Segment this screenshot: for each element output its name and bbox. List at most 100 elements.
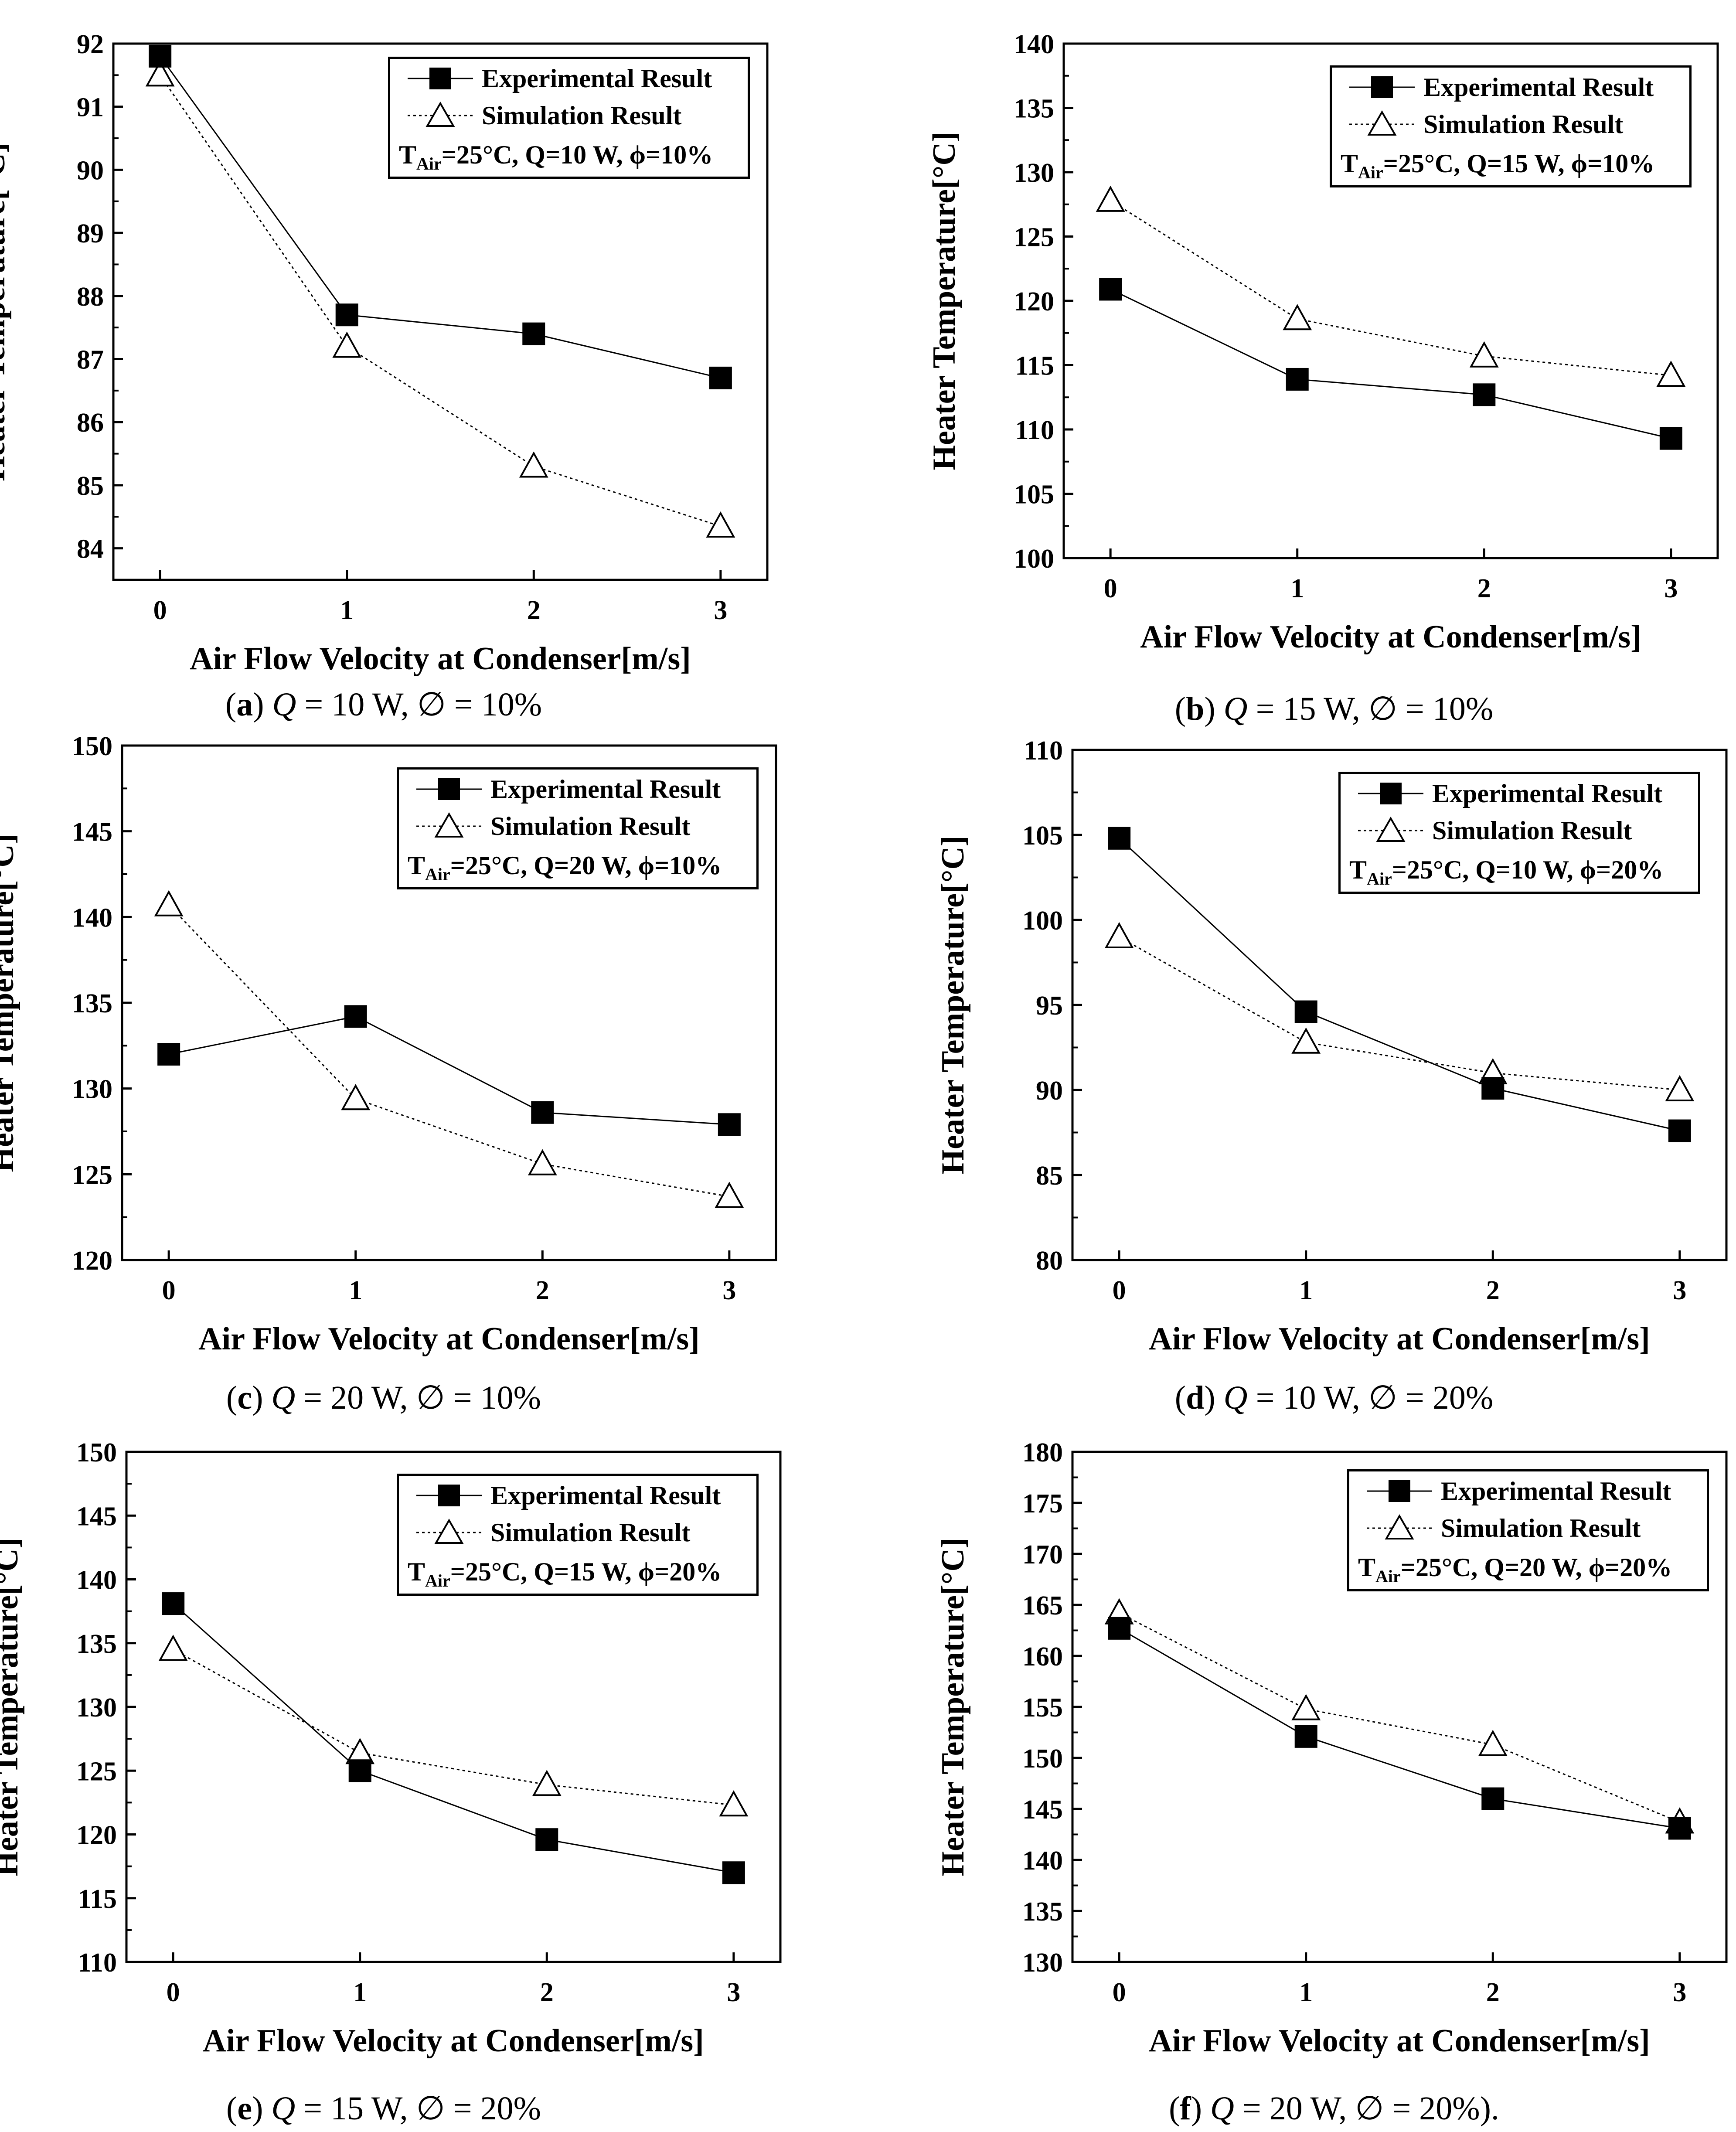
experimental-series-line — [168, 1015, 729, 1125]
panel-caption: (d) Q = 10 W, ∅ = 20% — [1072, 1378, 1596, 1417]
caption-letter: c — [237, 1379, 252, 1416]
y-tick-label: 110 — [1015, 416, 1054, 445]
condition-t: T — [408, 1557, 425, 1586]
y-tick-label: 180 — [1022, 1438, 1063, 1468]
simulation-point — [1478, 1730, 1508, 1756]
x-tick-label: 0 — [1104, 574, 1117, 603]
y-tick-label: 135 — [72, 989, 112, 1018]
y-tick-label: 91 — [77, 93, 104, 123]
x-tick-label: 3 — [727, 1978, 740, 2007]
simulation-point — [1104, 922, 1134, 948]
experimental-series-line — [1119, 838, 1680, 1132]
condition-text: =25°C, Q=10 W, ϕ=10% — [441, 140, 713, 169]
simulation-point — [1665, 1075, 1695, 1101]
caption-phi-value: 10% — [481, 686, 542, 723]
x-tick-label: 1 — [340, 596, 354, 625]
y-tick-label: 88 — [77, 282, 104, 312]
x-tick-label: 1 — [349, 1276, 362, 1305]
chart-d: 80 85 90 95 100 105 110 0 1 2 3 Air Flow Velocity a… — [935, 736, 1728, 1357]
condition-t: T — [399, 140, 417, 169]
caption-paren: ) — [252, 2090, 272, 2127]
legend-label-simulation: Simulation Result — [1432, 816, 1632, 845]
experimental-series-line — [1110, 289, 1671, 439]
y-tick-label: 130 — [72, 1075, 112, 1104]
y-tick-label: 90 — [1036, 1076, 1063, 1106]
y-tick-label: 84 — [77, 535, 104, 564]
panel-caption: (c) Q = 20 W, ∅ = 10% — [122, 1378, 645, 1417]
y-axis-label: Heater Temperature[°C] — [0, 1538, 25, 1877]
y-tick-label: 150 — [76, 1438, 117, 1468]
caption-phi-symbol: , ∅ = — [399, 1379, 480, 1416]
experimental-point — [1108, 827, 1131, 850]
x-tick-label: 2 — [1486, 1978, 1500, 2007]
panel-caption: (f) Q = 20 W, ∅ = 20%). — [1072, 2088, 1596, 2128]
chart-f: 130 135 140 145 150 155 160 165 170 175 180 0 1 2 3 Air… — [935, 1438, 1728, 2059]
legend: Experimental Result Simulation Result TAir… — [397, 767, 759, 889]
caption-paren: ( — [1169, 2090, 1180, 2127]
condition-sub: Air — [1367, 869, 1392, 889]
experimental-point — [535, 1828, 558, 1851]
legend-swatch-experimental — [416, 778, 482, 800]
legend: Experimental Result Simulation Result TAir… — [388, 57, 750, 179]
condition-sub: Air — [1358, 163, 1383, 182]
caption-letter: a — [236, 686, 253, 723]
y-tick-label: 105 — [1014, 480, 1054, 510]
simulation-point — [145, 60, 175, 87]
legend-condition: TAir=25°C, Q=20 W, ϕ=10% — [408, 846, 722, 894]
caption-q-value: 20 W — [330, 1379, 400, 1416]
panel-caption: (a) Q = 10 W, ∅ = 10% — [122, 685, 645, 724]
y-tick-label: 120 — [1014, 287, 1054, 317]
legend-condition: TAir=25°C, Q=15 W, ϕ=20% — [408, 1552, 722, 1601]
condition-text: =25°C, Q=10 W, ϕ=20% — [1392, 855, 1664, 884]
caption-paren: ( — [225, 686, 237, 723]
caption-phi-symbol: , ∅ = — [400, 686, 481, 723]
experimental-point — [1668, 1119, 1691, 1142]
caption-q-symbol: Q — [271, 1379, 296, 1416]
legend-swatch-simulation — [1349, 110, 1415, 136]
legend-label-experimental: Experimental Result — [490, 775, 721, 804]
y-tick-label: 90 — [77, 156, 104, 185]
simulation-point — [719, 1790, 749, 1817]
simulation-point — [1291, 1027, 1321, 1054]
y-tick-label: 125 — [1014, 223, 1054, 252]
legend-condition: TAir=25°C, Q=20 W, ϕ=20% — [1358, 1548, 1672, 1596]
legend-label-experimental: Experimental Result — [490, 1481, 721, 1510]
legend-swatch-simulation — [1367, 1514, 1432, 1539]
experimental-point — [722, 1861, 745, 1884]
y-axis-label: Heater Temperature[°C] — [935, 836, 971, 1175]
y-tick-label: 80 — [1036, 1246, 1063, 1276]
simulation-series-line — [1119, 1612, 1680, 1823]
simulation-point — [532, 1770, 562, 1796]
y-tick-label: 87 — [77, 345, 104, 375]
condition-t: T — [1341, 149, 1358, 178]
legend-label-simulation: Simulation Result — [490, 1518, 691, 1547]
x-tick-label: 2 — [536, 1276, 549, 1305]
legend-label-experimental: Experimental Result — [1423, 73, 1654, 102]
y-tick-label: 130 — [76, 1693, 117, 1723]
caption-phi-symbol: , ∅ = — [399, 2090, 480, 2127]
y-tick-label: 130 — [1014, 158, 1054, 188]
y-tick-label: 145 — [1022, 1795, 1063, 1825]
condition-sub: Air — [1375, 1567, 1401, 1586]
caption-q-value: 10 W — [331, 686, 401, 723]
y-tick-label: 86 — [77, 408, 104, 438]
y-tick-label: 105 — [1022, 821, 1063, 851]
panel-caption: (b) Q = 15 W, ∅ = 10% — [1072, 689, 1596, 728]
x-tick-label: 1 — [353, 1978, 367, 2007]
caption-paren: ( — [226, 2090, 238, 2127]
y-tick-label: 120 — [72, 1246, 112, 1276]
y-tick-label: 140 — [76, 1566, 117, 1595]
y-tick-label: 125 — [76, 1757, 117, 1786]
simulation-point — [706, 511, 735, 538]
y-tick-label: 85 — [1036, 1161, 1063, 1191]
caption-paren: ) — [252, 1379, 272, 1416]
y-tick-label: 175 — [1022, 1489, 1063, 1519]
experimental-point — [1659, 427, 1682, 450]
legend-label-simulation: Simulation Result — [490, 812, 691, 841]
chart-panel-a: 84 85 86 87 88 89 90 91 92 0 1 2 3 Air Flow Velocity … — [0, 17, 811, 723]
x-tick-label: 0 — [153, 596, 167, 625]
caption-phi-symbol: , ∅ = — [1351, 1379, 1433, 1416]
simulation-point — [1469, 341, 1499, 368]
experimental-series-line — [1119, 1628, 1680, 1829]
legend-swatch-experimental — [408, 68, 473, 89]
